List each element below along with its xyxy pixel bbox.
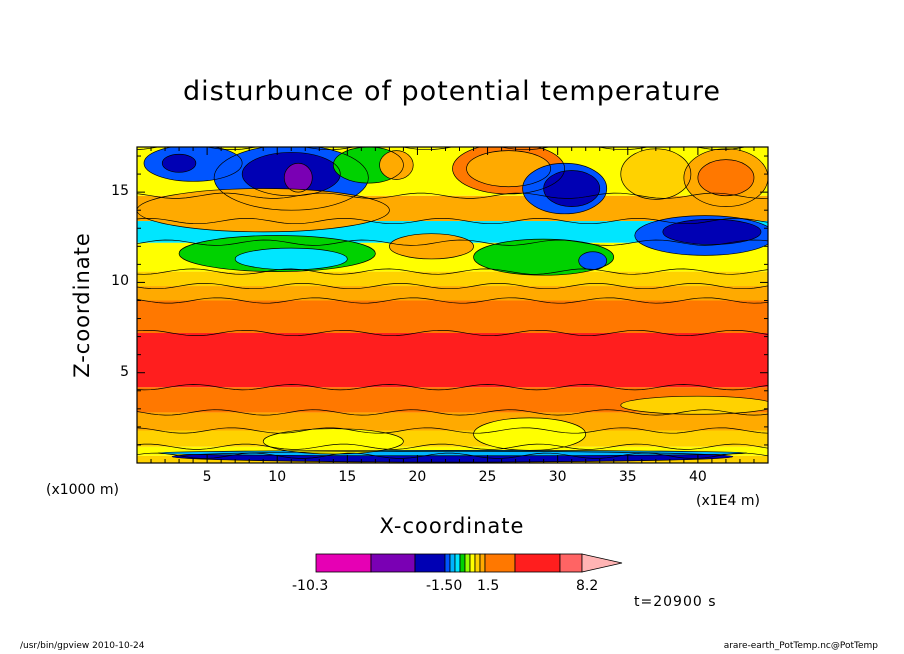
- contour-band: [137, 332, 768, 388]
- contour-band: [137, 300, 768, 333]
- contour-line: [241, 152, 341, 197]
- contour-line: [620, 395, 768, 415]
- contour-line: [473, 238, 615, 276]
- colorbar-swatch: [449, 553, 456, 573]
- footer-source: arare-earth_PotTemp.nc@PotTemp: [723, 641, 878, 651]
- contour-line: [137, 147, 748, 151]
- x-tick-label: 35: [618, 469, 637, 485]
- contour-blob: [162, 154, 196, 173]
- contour-line: [157, 450, 748, 457]
- y-axis-label: Z-coordinate: [70, 232, 94, 378]
- x-tick-label: 15: [338, 469, 357, 485]
- colorbar-extend-arrow: [581, 553, 623, 573]
- colorbar-swatch: [315, 553, 372, 573]
- contour-line: [171, 450, 734, 463]
- colorbar-swatch: [414, 553, 446, 573]
- plot-frame: [136, 146, 769, 464]
- colorbar: [315, 553, 623, 573]
- x-tick-label: 10: [268, 469, 287, 485]
- colorbar-swatch: [464, 553, 471, 573]
- x-scale-note: (x1E4 m): [696, 493, 760, 509]
- colorbar-swatch: [479, 553, 486, 573]
- colorbar-swatch: [514, 553, 561, 573]
- contour-line: [137, 218, 768, 225]
- colorbar-swatch: [559, 553, 583, 573]
- contour-line: [543, 170, 601, 207]
- axis-ticks: [137, 147, 768, 463]
- contour-line: [143, 147, 243, 182]
- contour-blob: [389, 233, 474, 259]
- contour-line: [473, 417, 587, 451]
- contour-line: [137, 192, 768, 199]
- contour-line: [178, 235, 376, 272]
- colorbar-swatch: [370, 553, 416, 573]
- contour-line: [137, 329, 768, 337]
- chart-title: disturbunce of potential temperature: [183, 76, 721, 107]
- contour-blob: [263, 428, 404, 454]
- contour-blob: [697, 159, 754, 196]
- contour-line: [161, 153, 197, 173]
- contour-blob: [620, 396, 768, 415]
- contour-line: [137, 443, 768, 450]
- contour-blob: [473, 417, 586, 451]
- colorbar-swatch: [474, 553, 481, 573]
- colorbar-swatch: [459, 553, 466, 573]
- y-tick-label: 15: [111, 183, 129, 200]
- colorbar-label-min: -10.3: [292, 578, 329, 594]
- x-tick-label: 30: [548, 469, 567, 485]
- x-tick-label: 25: [478, 469, 497, 485]
- contour-blob: [578, 251, 607, 270]
- contour-line: [379, 150, 414, 180]
- contour-band: [137, 286, 768, 301]
- time-label: t=20900 s: [634, 594, 717, 610]
- colorbar-label-neg: -1.50: [426, 578, 463, 594]
- contour-line: [522, 162, 608, 215]
- contour-line: [466, 150, 552, 188]
- contour-blob: [620, 148, 691, 200]
- contour-line: [634, 215, 768, 256]
- x-tick-label: 5: [202, 469, 212, 485]
- x-tick-label: 40: [688, 469, 707, 485]
- contour-blob: [284, 163, 313, 193]
- colorbar-swatch: [469, 553, 476, 573]
- x-axis-label: X-coordinate: [379, 514, 525, 538]
- contour-line: [662, 218, 762, 245]
- contour-blob: [473, 239, 614, 276]
- x-unit-label: (x1000 m): [46, 482, 119, 498]
- contour-line: [213, 147, 369, 211]
- contour-line: [332, 147, 404, 184]
- colorbar-swatch: [444, 553, 451, 573]
- contour-blob: [662, 219, 761, 245]
- contour-line: [389, 233, 474, 260]
- contour-field: [137, 147, 768, 463]
- contour-blob: [137, 188, 390, 232]
- contour-line: [137, 268, 768, 275]
- contour-line: [137, 297, 768, 304]
- contour-line: [283, 162, 313, 193]
- colorbar-label-max: 8.2: [576, 578, 599, 594]
- contour-line: [578, 251, 608, 271]
- contour-line: [137, 409, 768, 416]
- y-tick-label: 5: [120, 363, 129, 380]
- y-tick-label: 10: [111, 273, 129, 290]
- contour-line: [137, 427, 768, 434]
- contour-line: [262, 428, 404, 455]
- contour-line: [234, 247, 348, 271]
- contour-line: [452, 147, 566, 195]
- colorbar-swatch: [454, 553, 461, 573]
- contour-line: [137, 283, 768, 290]
- footer-command: /usr/bin/gpview 2010-10-24: [20, 641, 145, 651]
- x-tick-label: 20: [408, 469, 427, 485]
- contour-line: [137, 239, 768, 246]
- contour-band: [137, 271, 768, 287]
- contour-blob: [379, 150, 414, 180]
- contour-blob: [235, 248, 348, 270]
- contour-band: [137, 412, 768, 431]
- colorbar-label-pos: 1.5: [477, 578, 500, 594]
- contour-line: [137, 384, 768, 391]
- contour-blob: [543, 170, 600, 207]
- contour-line: [697, 159, 755, 197]
- colorbar-swatch: [484, 553, 516, 573]
